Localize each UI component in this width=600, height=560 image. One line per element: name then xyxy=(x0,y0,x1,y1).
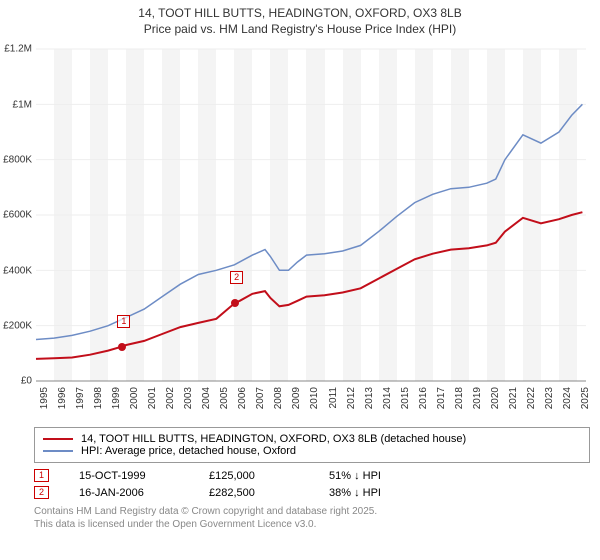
event-hpi-diff: 51% ↓ HPI xyxy=(329,470,381,482)
footer-line2: This data is licensed under the Open Gov… xyxy=(34,518,590,531)
events-table: 1 15-OCT-1999 £125,000 51% ↓ HPI 2 16-JAN-200… xyxy=(34,467,590,501)
y-axis-label: £200K xyxy=(0,320,32,331)
legend-item: HPI: Average price, detached house, Oxfo… xyxy=(43,445,581,457)
event-num-box: 1 xyxy=(34,469,49,482)
chart-area: £0£200K£400K£600K£800K£1M£1.2M 199519961… xyxy=(36,39,596,419)
event-hpi-diff: 38% ↓ HPI xyxy=(329,487,381,499)
y-axis-label: £600K xyxy=(0,210,32,221)
legend-label: HPI: Average price, detached house, Oxfo… xyxy=(81,445,296,457)
y-axis-label: £800K xyxy=(0,154,32,165)
legend-swatch xyxy=(43,438,73,440)
event-price: £125,000 xyxy=(209,470,299,482)
y-axis-label: £1.2M xyxy=(0,44,32,55)
legend-swatch xyxy=(43,450,73,452)
series-hpi xyxy=(36,104,582,339)
event-num-box: 2 xyxy=(34,486,49,499)
event-date: 15-OCT-1999 xyxy=(79,470,179,482)
event-row: 1 15-OCT-1999 £125,000 51% ↓ HPI xyxy=(34,467,590,484)
legend-item: 14, TOOT HILL BUTTS, HEADINGTON, OXFORD,… xyxy=(43,433,581,445)
chart-title: 14, TOOT HILL BUTTS, HEADINGTON, OXFORD,… xyxy=(0,0,600,39)
legend: 14, TOOT HILL BUTTS, HEADINGTON, OXFORD,… xyxy=(34,427,590,463)
title-line2: Price paid vs. HM Land Registry's House … xyxy=(10,22,590,38)
y-axis-label: £400K xyxy=(0,265,32,276)
line-chart xyxy=(36,39,596,419)
y-axis-label: £1M xyxy=(0,99,32,110)
legend-label: 14, TOOT HILL BUTTS, HEADINGTON, OXFORD,… xyxy=(81,433,466,445)
y-axis-label: £0 xyxy=(0,376,32,387)
marker-label: 2 xyxy=(230,271,243,284)
title-line1: 14, TOOT HILL BUTTS, HEADINGTON, OXFORD,… xyxy=(138,6,461,20)
event-price: £282,500 xyxy=(209,487,299,499)
marker-dot xyxy=(118,343,126,351)
series-price_paid xyxy=(36,212,582,359)
footer-attribution: Contains HM Land Registry data © Crown c… xyxy=(34,505,590,531)
marker-label: 1 xyxy=(117,315,130,328)
event-date: 16-JAN-2006 xyxy=(79,487,179,499)
footer-line1: Contains HM Land Registry data © Crown c… xyxy=(34,505,590,518)
event-row: 2 16-JAN-2006 £282,500 38% ↓ HPI xyxy=(34,484,590,501)
